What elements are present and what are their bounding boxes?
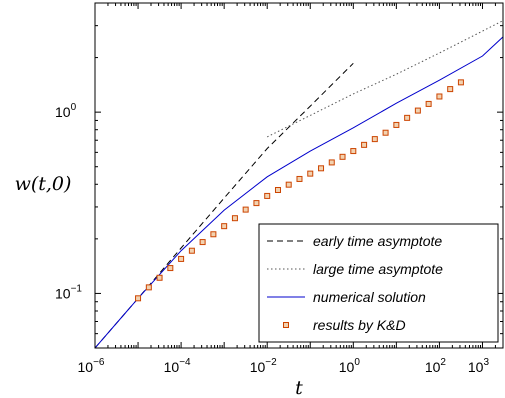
kd-marker <box>274 186 281 193</box>
kd-marker <box>231 215 238 222</box>
series-large-time-asymptote <box>266 20 503 138</box>
x-tick-label: 103 <box>468 357 490 375</box>
legend-box <box>258 223 499 343</box>
kd-marker <box>242 206 249 213</box>
kd-marker <box>447 86 454 93</box>
kd-marker <box>425 100 432 107</box>
legend-label: early time asymptote <box>313 233 442 249</box>
kd-marker <box>371 136 378 143</box>
series-layer <box>95 20 503 348</box>
kd-marker <box>264 192 271 199</box>
series-numerical-solution <box>95 36 503 348</box>
kd-marker <box>414 107 421 114</box>
legend-label: numerical solution <box>313 289 426 305</box>
kd-marker <box>318 165 325 172</box>
kd-marker <box>145 284 152 291</box>
kd-marker <box>393 121 400 128</box>
x-tick-label: 10−4 <box>164 357 191 375</box>
plot-frame <box>94 2 504 349</box>
x-tick-label: 10−6 <box>78 357 105 375</box>
y-axis-label: w(t,0) <box>15 173 72 195</box>
x-tick-label: 102 <box>425 357 447 375</box>
kd-marker <box>436 93 443 100</box>
kd-marker <box>285 181 292 188</box>
x-axis-label: t <box>295 377 303 398</box>
kd-marker <box>156 274 163 281</box>
kd-marker <box>361 141 368 148</box>
legend: early time asymptote large time asymptote… <box>258 223 499 343</box>
kd-marker <box>167 265 174 272</box>
kd-marker <box>178 255 185 262</box>
kd-marker <box>404 114 411 121</box>
kd-marker <box>339 153 346 160</box>
legend-swatch <box>283 322 289 328</box>
y-tick-label: 100 <box>55 102 77 120</box>
kd-marker <box>457 79 464 86</box>
kd-marker <box>382 129 389 136</box>
kd-marker <box>199 239 206 246</box>
kd-marker <box>307 170 314 177</box>
kd-marker <box>350 148 357 155</box>
y-tick-label: 10−1 <box>55 283 82 301</box>
axes-layer: 10−6 10−4 10−2 100 102 103 10−1 100 <box>55 2 504 375</box>
legend-label: results by K&D <box>313 317 406 333</box>
kd-marker <box>188 247 195 254</box>
legend-label: large time asymptote <box>313 261 443 277</box>
kd-marker <box>210 231 217 238</box>
kd-marker <box>296 175 303 182</box>
kd-marker <box>221 223 228 230</box>
x-tick-label: 10−2 <box>250 357 277 375</box>
kd-marker <box>253 200 260 207</box>
x-tick-label: 100 <box>339 357 361 375</box>
kd-marker <box>328 159 335 166</box>
kd-marker <box>135 295 142 302</box>
